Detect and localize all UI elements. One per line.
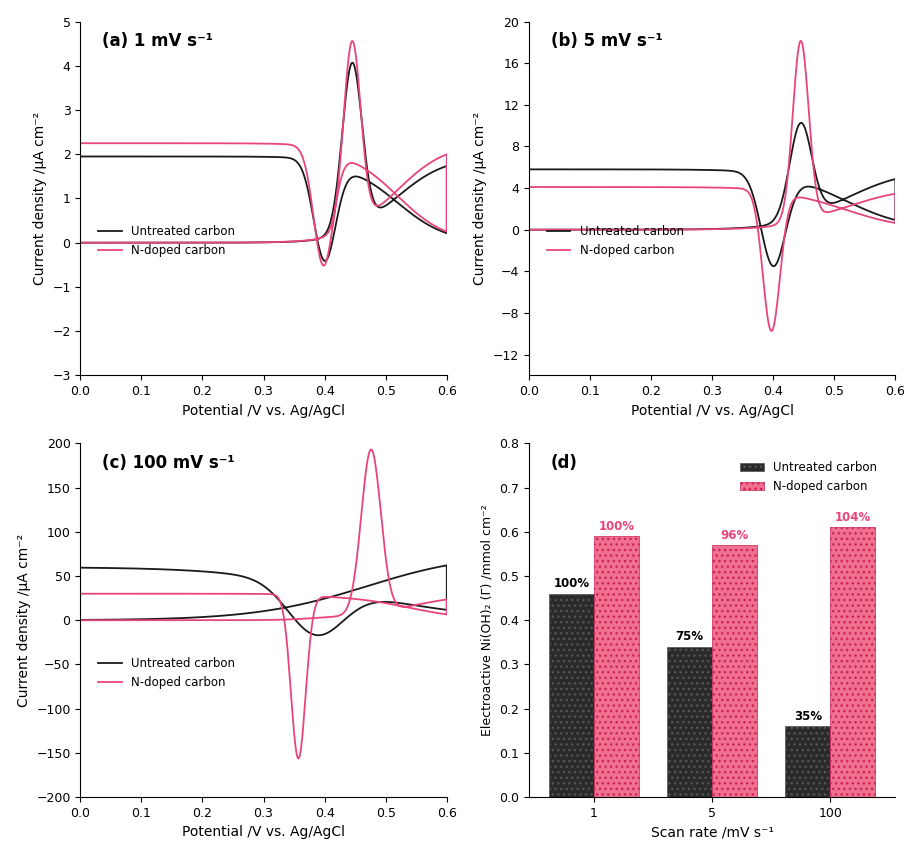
N-doped carbon	[432, 608, 443, 618]
Legend: Untreated carbon, N-doped carbon: Untreated carbon, N-doped carbon	[93, 220, 240, 262]
N-doped carbon	[881, 217, 892, 227]
Untreated carbon	[881, 212, 892, 223]
Untreated carbon	[442, 560, 453, 570]
N-doped carbon	[75, 238, 86, 248]
Line: N-doped carbon: N-doped carbon	[80, 449, 447, 758]
Untreated carbon	[301, 182, 313, 193]
Untreated carbon	[121, 152, 132, 162]
Text: 75%: 75%	[676, 630, 703, 643]
N-doped carbon	[89, 238, 100, 248]
Untreated carbon	[89, 238, 100, 248]
Untreated carbon	[75, 238, 86, 248]
N-doped carbon	[318, 260, 329, 270]
Legend: Untreated carbon, N-doped carbon: Untreated carbon, N-doped carbon	[93, 652, 240, 694]
Y-axis label: Current density /μA cm⁻²: Current density /μA cm⁻²	[17, 533, 30, 707]
Text: (c) 100 mV s⁻¹: (c) 100 mV s⁻¹	[102, 454, 235, 472]
Line: Untreated carbon: Untreated carbon	[80, 565, 447, 635]
Untreated carbon	[432, 224, 443, 235]
X-axis label: Potential /V vs. Ag/AgCl: Potential /V vs. Ag/AgCl	[182, 403, 345, 418]
N-doped carbon	[796, 36, 807, 46]
Bar	[549, 594, 594, 797]
Untreated carbon	[796, 118, 807, 128]
N-doped carbon	[570, 182, 581, 193]
Text: 104%: 104%	[834, 511, 871, 524]
Untreated carbon	[89, 615, 100, 625]
N-doped carbon	[655, 224, 666, 235]
Text: (a) 1 mV s⁻¹: (a) 1 mV s⁻¹	[102, 33, 213, 51]
Untreated carbon	[301, 627, 313, 637]
Untreated carbon	[75, 615, 86, 625]
Untreated carbon	[524, 224, 535, 235]
Y-axis label: Electroactive Ni(OH)₂ (Γ) /mmol cm⁻²: Electroactive Ni(OH)₂ (Γ) /mmol cm⁻²	[480, 504, 493, 736]
Line: N-doped carbon: N-doped carbon	[80, 41, 447, 265]
Y-axis label: Current density /μA cm⁻²: Current density /μA cm⁻²	[473, 112, 488, 285]
Untreated carbon	[570, 164, 581, 175]
Legend: Untreated carbon, N-doped carbon: Untreated carbon, N-doped carbon	[542, 220, 689, 262]
N-doped carbon	[524, 224, 535, 235]
N-doped carbon	[206, 237, 217, 247]
Legend: Untreated carbon, N-doped carbon: Untreated carbon, N-doped carbon	[736, 456, 882, 497]
N-doped carbon	[75, 615, 86, 626]
N-doped carbon	[538, 224, 549, 235]
Untreated carbon	[407, 568, 418, 579]
N-doped carbon	[524, 182, 535, 193]
Text: 35%: 35%	[794, 710, 822, 722]
Untreated carbon	[206, 237, 217, 247]
Untreated carbon	[407, 180, 418, 190]
N-doped carbon	[206, 615, 217, 626]
N-doped carbon	[407, 171, 418, 181]
Untreated carbon	[347, 57, 358, 68]
N-doped carbon	[121, 138, 132, 148]
Untreated carbon	[768, 261, 779, 271]
Untreated carbon	[856, 187, 867, 197]
Text: 100%: 100%	[553, 577, 589, 590]
N-doped carbon	[121, 589, 132, 599]
N-doped carbon	[75, 589, 86, 599]
Text: 100%: 100%	[598, 520, 634, 532]
Bar	[831, 527, 875, 797]
X-axis label: Scan rate /mV s⁻¹: Scan rate /mV s⁻¹	[651, 825, 774, 840]
N-doped carbon	[89, 615, 100, 626]
N-doped carbon	[856, 197, 867, 207]
Text: 96%: 96%	[720, 528, 749, 542]
Untreated carbon	[524, 164, 535, 175]
Untreated carbon	[538, 224, 549, 235]
N-doped carbon	[366, 444, 377, 455]
Untreated carbon	[313, 630, 324, 640]
Untreated carbon	[655, 224, 666, 235]
N-doped carbon	[301, 171, 313, 181]
Untreated carbon	[432, 603, 443, 614]
N-doped carbon	[407, 600, 418, 610]
N-doped carbon	[751, 211, 762, 222]
Text: (b) 5 mV s⁻¹: (b) 5 mV s⁻¹	[551, 33, 663, 51]
Bar	[594, 536, 639, 797]
Untreated carbon	[75, 152, 86, 162]
Bar	[786, 727, 831, 797]
Y-axis label: Current density /μA cm⁻²: Current density /μA cm⁻²	[32, 112, 47, 285]
X-axis label: Potential /V vs. Ag/AgCl: Potential /V vs. Ag/AgCl	[631, 403, 794, 418]
Untreated carbon	[75, 562, 86, 573]
Bar	[668, 647, 712, 797]
Untreated carbon	[121, 563, 132, 574]
N-doped carbon	[75, 138, 86, 148]
N-doped carbon	[302, 662, 313, 672]
N-doped carbon	[347, 36, 358, 46]
N-doped carbon	[292, 753, 303, 764]
Line: N-doped carbon: N-doped carbon	[529, 41, 895, 331]
Untreated carbon	[206, 611, 217, 621]
N-doped carbon	[766, 326, 777, 336]
Line: Untreated carbon: Untreated carbon	[529, 123, 895, 266]
Bar	[712, 545, 757, 797]
X-axis label: Potential /V vs. Ag/AgCl: Potential /V vs. Ag/AgCl	[182, 825, 345, 840]
Untreated carbon	[319, 256, 330, 266]
Line: Untreated carbon: Untreated carbon	[80, 62, 447, 261]
N-doped carbon	[432, 223, 443, 233]
Text: (d): (d)	[551, 454, 578, 472]
Untreated carbon	[751, 201, 762, 211]
